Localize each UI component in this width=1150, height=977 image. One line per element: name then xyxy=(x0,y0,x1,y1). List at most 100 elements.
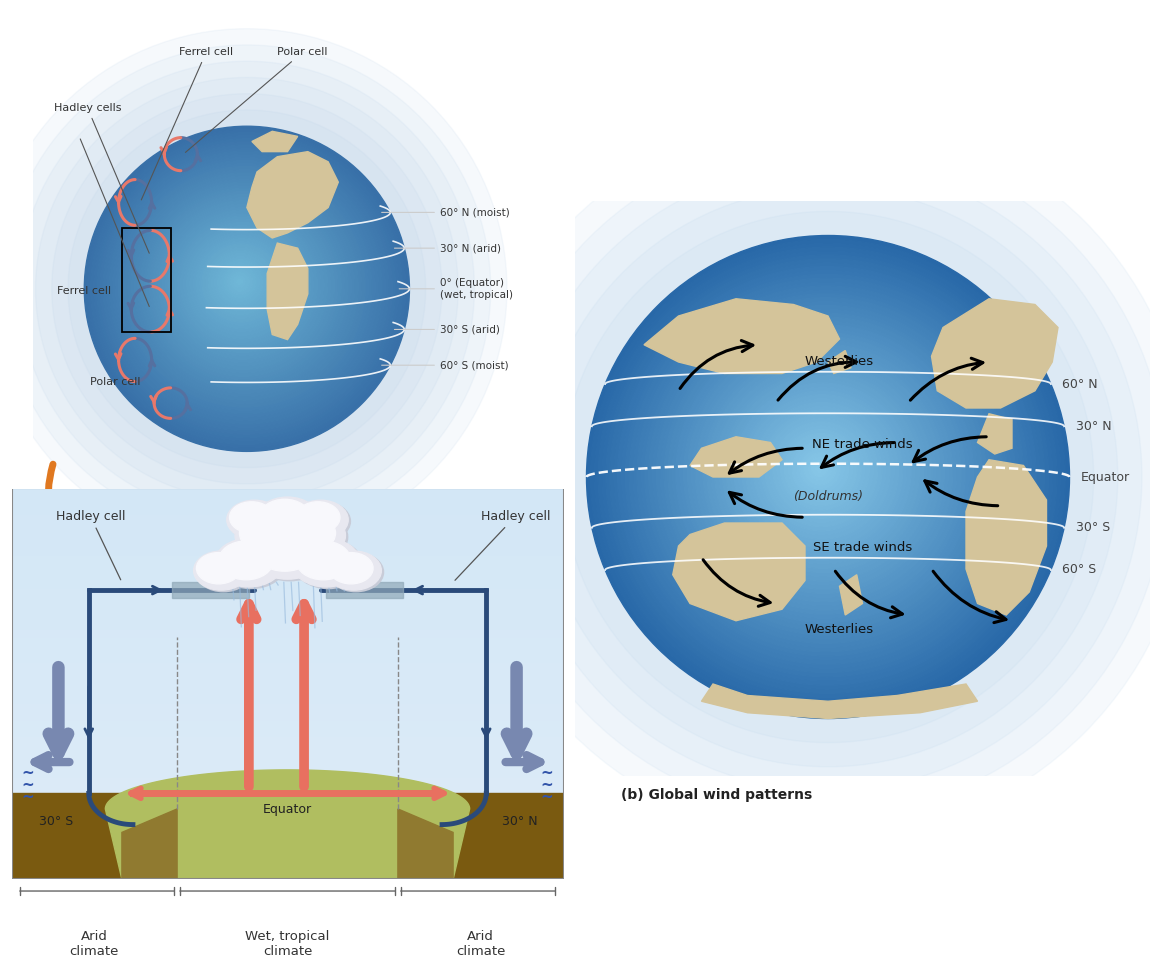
Circle shape xyxy=(765,414,877,527)
Circle shape xyxy=(792,442,849,497)
Circle shape xyxy=(637,286,1015,664)
Text: (Doldrums): (Doldrums) xyxy=(793,490,862,503)
Circle shape xyxy=(294,540,362,588)
Bar xyxy=(12,579,564,587)
Circle shape xyxy=(208,250,274,316)
Circle shape xyxy=(606,255,1049,698)
Circle shape xyxy=(202,244,281,322)
Circle shape xyxy=(233,275,246,288)
Circle shape xyxy=(122,163,369,410)
Circle shape xyxy=(224,266,256,298)
Circle shape xyxy=(668,317,982,631)
Circle shape xyxy=(652,302,998,648)
Circle shape xyxy=(247,523,328,579)
Circle shape xyxy=(162,204,324,366)
Circle shape xyxy=(190,232,293,336)
Bar xyxy=(12,496,564,505)
Circle shape xyxy=(236,278,243,284)
Circle shape xyxy=(603,251,1053,701)
Circle shape xyxy=(626,275,1028,677)
Circle shape xyxy=(730,379,915,565)
Circle shape xyxy=(711,360,936,585)
Circle shape xyxy=(217,260,263,305)
Bar xyxy=(12,686,564,694)
Circle shape xyxy=(538,188,1118,767)
Circle shape xyxy=(237,512,309,563)
Bar xyxy=(12,636,564,645)
Circle shape xyxy=(100,142,392,435)
Circle shape xyxy=(657,306,995,644)
Circle shape xyxy=(199,241,284,325)
Polygon shape xyxy=(327,582,404,598)
Circle shape xyxy=(171,213,314,356)
Text: 30° S: 30° S xyxy=(39,815,72,828)
Circle shape xyxy=(629,278,1024,672)
Text: 60° S (moist): 60° S (moist) xyxy=(382,361,508,370)
Circle shape xyxy=(796,446,844,493)
Text: Polar cell: Polar cell xyxy=(185,47,328,152)
Circle shape xyxy=(276,512,347,563)
Text: ~: ~ xyxy=(22,789,34,805)
Bar xyxy=(12,801,564,809)
Circle shape xyxy=(807,456,831,481)
Circle shape xyxy=(97,139,396,438)
Text: 30° S (arid): 30° S (arid) xyxy=(394,324,500,334)
Circle shape xyxy=(227,269,253,295)
Circle shape xyxy=(714,363,932,581)
Bar xyxy=(12,661,564,669)
Circle shape xyxy=(660,310,990,639)
Bar xyxy=(12,530,564,537)
Bar xyxy=(12,595,564,604)
Circle shape xyxy=(174,216,310,353)
Circle shape xyxy=(727,375,920,569)
Circle shape xyxy=(812,460,828,477)
Bar xyxy=(12,645,564,653)
Circle shape xyxy=(753,403,890,539)
Text: Wet, tropical
climate: Wet, tropical climate xyxy=(245,930,330,958)
Circle shape xyxy=(20,62,475,517)
Bar xyxy=(12,718,564,727)
Circle shape xyxy=(115,157,375,417)
Bar xyxy=(12,522,564,530)
Circle shape xyxy=(296,541,351,579)
Circle shape xyxy=(184,226,300,343)
Circle shape xyxy=(598,247,1057,706)
Circle shape xyxy=(217,540,285,588)
Circle shape xyxy=(109,151,382,424)
Bar xyxy=(12,751,564,760)
Circle shape xyxy=(212,253,270,312)
Circle shape xyxy=(665,313,987,635)
Text: Polar cell: Polar cell xyxy=(90,377,140,387)
Text: Hadley cell: Hadley cell xyxy=(55,510,125,579)
Circle shape xyxy=(131,173,359,401)
Circle shape xyxy=(776,426,865,514)
Circle shape xyxy=(618,267,1036,685)
Circle shape xyxy=(153,194,335,376)
Circle shape xyxy=(781,430,861,510)
Circle shape xyxy=(691,340,957,606)
Bar xyxy=(12,702,564,710)
Bar xyxy=(12,554,564,563)
Polygon shape xyxy=(252,131,298,151)
Circle shape xyxy=(680,328,969,618)
Text: 30° S: 30° S xyxy=(1075,521,1110,534)
Bar xyxy=(12,694,564,702)
Bar xyxy=(12,563,564,571)
Circle shape xyxy=(150,191,338,380)
Circle shape xyxy=(815,464,823,473)
Circle shape xyxy=(186,229,297,339)
Text: Ferrel cell: Ferrel cell xyxy=(58,286,112,296)
Circle shape xyxy=(293,500,348,539)
Circle shape xyxy=(239,513,297,553)
Circle shape xyxy=(632,282,1020,668)
Bar xyxy=(12,513,564,522)
Circle shape xyxy=(703,352,944,593)
Circle shape xyxy=(133,176,355,397)
Bar xyxy=(12,537,564,546)
Circle shape xyxy=(155,197,331,373)
Circle shape xyxy=(761,410,882,531)
Circle shape xyxy=(215,538,283,587)
Bar xyxy=(12,785,564,792)
Circle shape xyxy=(230,272,250,291)
Bar xyxy=(12,768,564,776)
